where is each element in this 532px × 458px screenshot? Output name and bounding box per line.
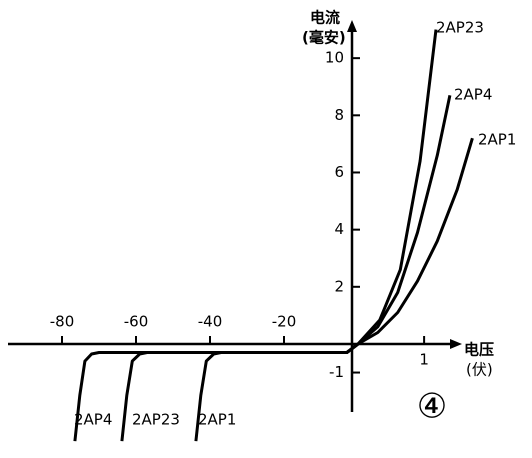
y-tick-label: 10 (325, 49, 344, 67)
y-label: 电流 (310, 9, 340, 27)
x-label: (伏) (466, 361, 493, 379)
x-arrow (450, 339, 462, 349)
x-tick-label: -80 (50, 313, 75, 331)
y-tick-label: 8 (334, 106, 344, 124)
x-tick-label: -60 (124, 313, 149, 331)
series-label: 2AP23 (436, 19, 484, 37)
annotation: ④ (417, 387, 447, 427)
series-label: 2AP1 (198, 411, 236, 429)
x-tick-label: 1 (419, 351, 429, 369)
series-label: 2AP4 (454, 86, 492, 104)
y-tick-label: 2 (334, 277, 344, 295)
curve (120, 29, 438, 442)
x-label: 电压 (464, 341, 494, 359)
y-tick-label: 4 (334, 220, 344, 238)
y-tick-label: 6 (334, 163, 344, 181)
curve (194, 137, 474, 442)
series-label: 2AP23 (132, 411, 180, 429)
x-tick-label: -40 (198, 313, 223, 331)
y-arrow (347, 20, 357, 32)
curve (73, 94, 452, 442)
series-label: 2AP4 (74, 411, 112, 429)
x-tick-label: -20 (272, 313, 297, 331)
y-tick-label: -1 (329, 363, 344, 381)
series-label: 2AP1 (478, 131, 516, 149)
y-label: (毫安) (302, 29, 346, 47)
